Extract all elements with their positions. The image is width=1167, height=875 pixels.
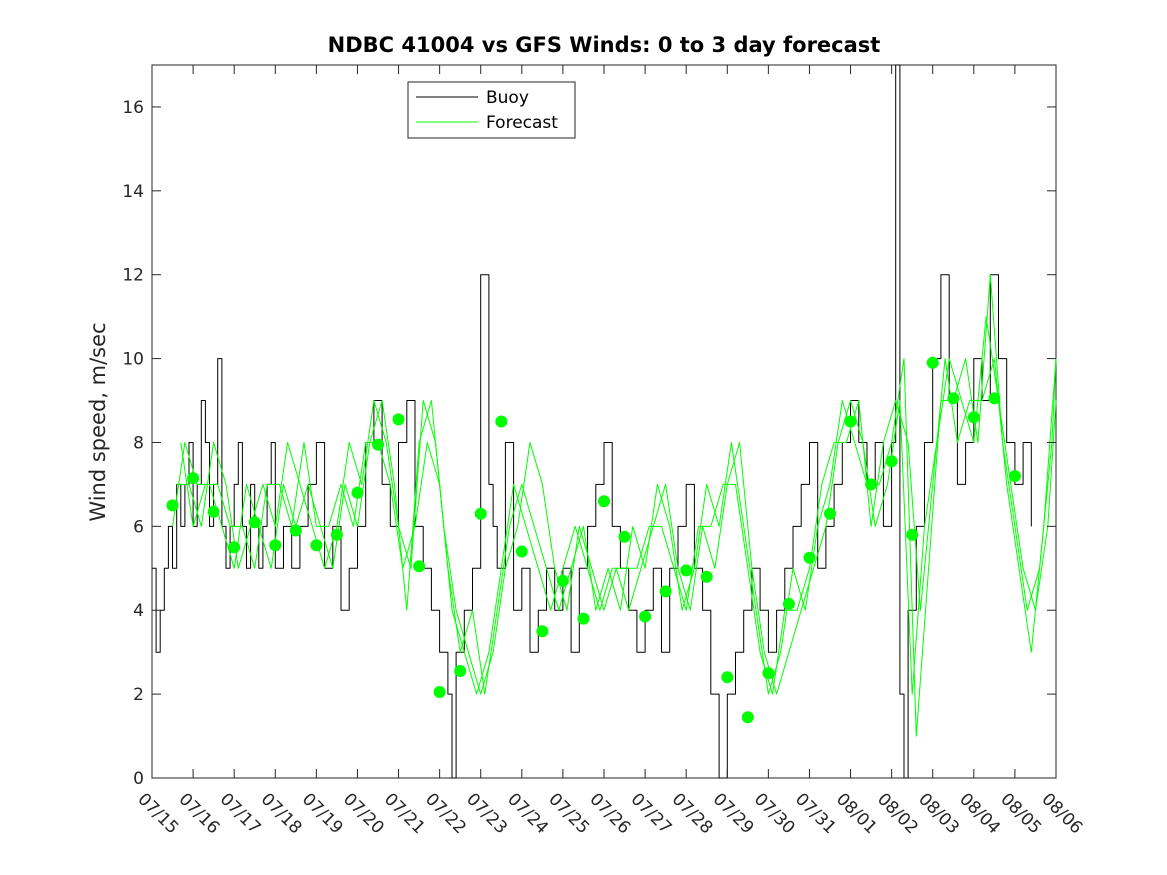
forecast-marker-10 <box>372 438 384 451</box>
forecast-marker-25 <box>680 564 693 577</box>
buoy-series-line <box>152 64 1032 779</box>
forecast-marker-22 <box>618 530 631 543</box>
y-tick-label-1: 2 <box>133 685 144 705</box>
forecast-marker-28 <box>741 711 754 724</box>
forecast-marker-20 <box>577 612 590 625</box>
y-tick-label-7: 14 <box>122 182 144 202</box>
y-tick-label-4: 8 <box>133 433 144 453</box>
legend: Buoy Forecast <box>407 81 576 139</box>
forecast-marker-5 <box>269 539 282 552</box>
forecast-marker-37 <box>926 356 939 369</box>
forecast-marker-38 <box>947 392 960 405</box>
forecast-marker-30 <box>782 597 795 610</box>
forecast-marker-29 <box>762 667 775 680</box>
legend-label-forecast: Forecast <box>486 113 558 133</box>
forecast-marker-0 <box>166 499 179 512</box>
y-tick-label-0: 0 <box>133 769 144 789</box>
forecast-series-line-2 <box>176 274 1057 737</box>
forecast-marker-33 <box>844 415 857 428</box>
y-tick-label-6: 12 <box>122 266 144 286</box>
forecast-marker-27 <box>721 671 734 684</box>
forecast-marker-34 <box>865 478 878 491</box>
forecast-marker-31 <box>803 551 816 564</box>
forecast-marker-13 <box>433 686 446 698</box>
plot-area <box>151 64 1057 779</box>
forecast-marker-8 <box>330 528 343 541</box>
forecast-marker-3 <box>228 541 241 554</box>
forecast-marker-4 <box>248 516 261 529</box>
forecast-marker-18 <box>536 625 549 638</box>
forecast-marker-24 <box>659 585 672 598</box>
forecast-series-line-3 <box>180 358 1057 695</box>
y-tick-label-2: 4 <box>133 601 144 621</box>
marker-layer <box>166 356 1021 724</box>
forecast-marker-7 <box>310 539 323 552</box>
forecast-marker-6 <box>289 524 302 537</box>
legend-box <box>407 81 576 139</box>
y-tick-label-5: 10 <box>122 350 144 370</box>
forecast-marker-26 <box>700 570 713 583</box>
chart-title: NDBC 41004 vs GFS Winds: 0 to 3 day fore… <box>328 33 881 57</box>
forecast-marker-17 <box>515 545 528 558</box>
forecast-marker-36 <box>906 528 919 541</box>
forecast-marker-16 <box>495 415 508 428</box>
forecast-marker-19 <box>556 574 569 587</box>
forecast-marker-2 <box>207 505 220 518</box>
forecast-marker-1 <box>187 472 200 485</box>
forecast-marker-23 <box>639 610 652 623</box>
y-axis-label: Wind speed, m/sec <box>86 322 110 521</box>
y-tick-label-3: 6 <box>133 517 144 537</box>
series-layer <box>152 64 1057 779</box>
forecast-marker-35 <box>885 455 898 468</box>
forecast-marker-41 <box>1008 470 1021 482</box>
forecast-marker-39 <box>967 411 980 424</box>
forecast-marker-40 <box>988 392 1001 405</box>
forecast-marker-11 <box>392 413 405 426</box>
forecast-marker-9 <box>351 486 364 499</box>
forecast-marker-14 <box>454 665 467 677</box>
legend-label-buoy: Buoy <box>486 88 529 108</box>
forecast-marker-15 <box>474 507 487 520</box>
forecast-marker-12 <box>413 560 426 573</box>
forecast-marker-32 <box>824 507 836 520</box>
forecast-marker-21 <box>598 495 610 508</box>
y-tick-label-8: 16 <box>122 98 144 118</box>
